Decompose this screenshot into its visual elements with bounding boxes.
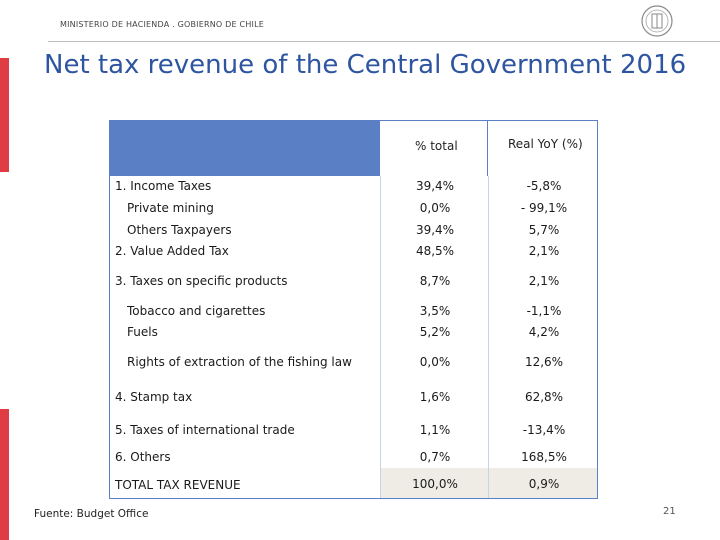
column-header-yoy: Real YoY (%) xyxy=(508,137,583,151)
row-label-stamp-tax: 4. Stamp tax xyxy=(115,390,193,404)
row-label-tobacco: Tobacco and cigarettes xyxy=(127,304,266,318)
value-yoy: - 99,1% xyxy=(520,201,568,215)
value-yoy: 62,8% xyxy=(524,390,564,404)
row-label-international-trade: 5. Taxes of international trade xyxy=(115,423,295,437)
row-label-fishing-law: Rights of extraction of the fishing law xyxy=(127,355,352,369)
page-title: Net tax revenue of the Central Governmen… xyxy=(44,50,687,80)
row-label-value-added-tax: 2. Value Added Tax xyxy=(115,244,229,258)
row-label-others-taxpayers: Others Taxpayers xyxy=(127,223,232,237)
value-total: 5,2% xyxy=(419,325,451,339)
government-seal-icon xyxy=(641,5,673,37)
value-total: 100,0% xyxy=(412,477,458,491)
revenue-table xyxy=(109,120,598,499)
value-total: 8,7% xyxy=(419,274,451,288)
value-yoy: -1,1% xyxy=(526,304,562,318)
row-label-fuels: Fuels xyxy=(127,325,158,339)
value-total: 0,7% xyxy=(419,450,451,464)
row-label-specific-products: 3. Taxes on specific products xyxy=(115,274,288,288)
ministry-header: MINISTERIO DE HACIENDA . GOBIERNO DE CHI… xyxy=(60,20,265,29)
column-divider xyxy=(488,176,489,499)
column-header-total: % total xyxy=(415,139,458,153)
page-number: 21 xyxy=(663,506,676,517)
value-yoy: -5,8% xyxy=(526,179,562,193)
value-total: 1,1% xyxy=(419,423,451,437)
row-label-others: 6. Others xyxy=(115,450,171,464)
value-yoy: 4,2% xyxy=(528,325,560,339)
total-row-band xyxy=(380,468,598,499)
value-yoy: 0,9% xyxy=(528,477,560,491)
value-yoy: 5,7% xyxy=(528,223,560,237)
value-total: 39,4% xyxy=(415,179,455,193)
value-yoy: 2,1% xyxy=(528,274,560,288)
value-total: 3,5% xyxy=(419,304,451,318)
accent-bar-bottom xyxy=(0,409,9,540)
row-label-private-mining: Private mining xyxy=(127,201,214,215)
value-yoy: -13,4% xyxy=(522,423,566,437)
value-total: 1,6% xyxy=(419,390,451,404)
column-divider xyxy=(380,176,381,499)
value-total: 0,0% xyxy=(419,355,451,369)
accent-bar-top xyxy=(0,58,9,172)
row-label-total-tax-revenue: TOTAL TAX REVENUE xyxy=(115,478,241,492)
table-header-cell-yoy xyxy=(488,120,599,176)
source-note: Fuente: Budget Office xyxy=(34,508,149,520)
table-header-cell-total xyxy=(380,120,487,176)
value-total: 39,4% xyxy=(415,223,455,237)
value-total: 0,0% xyxy=(419,201,451,215)
value-yoy: 168,5% xyxy=(521,450,567,464)
value-yoy: 2,1% xyxy=(528,244,560,258)
value-total: 48,5% xyxy=(415,244,455,258)
header-divider xyxy=(48,41,720,42)
value-yoy: 12,6% xyxy=(524,355,564,369)
row-label-income-taxes: 1. Income Taxes xyxy=(115,179,212,193)
